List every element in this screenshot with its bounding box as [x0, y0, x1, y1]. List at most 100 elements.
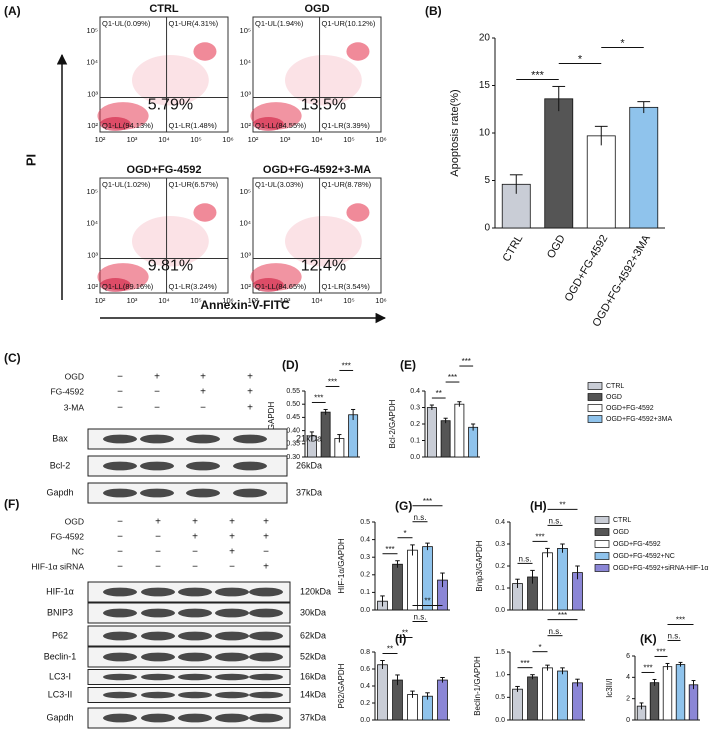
- x-tick-label: 10⁴: [158, 135, 170, 144]
- significance-label: *: [620, 37, 625, 49]
- bar: [586, 135, 616, 229]
- y-tick-label: 0.5: [360, 519, 370, 526]
- bar: [557, 548, 568, 611]
- significance-label: n.s.: [668, 632, 681, 641]
- significance-label: **: [402, 629, 408, 638]
- x-tick-label: 10⁴: [311, 296, 323, 305]
- x-tick-label: 10³: [127, 296, 138, 305]
- condition-label: 3-MA: [64, 402, 85, 412]
- legend-label: CTRL: [606, 383, 624, 390]
- blot-band: [215, 673, 249, 681]
- bar: [572, 682, 583, 721]
- x-tick-label: 10⁴: [158, 296, 170, 305]
- condition-sign: −: [192, 562, 198, 573]
- band-size: 62kDa: [300, 630, 326, 640]
- y-axis-label: HIF-1α/GAPDH: [337, 538, 346, 594]
- bar: [629, 106, 659, 229]
- x-tick-label: 10²: [248, 135, 259, 144]
- apoptosis-total: 13.5%: [301, 97, 346, 114]
- x-tick-label: 10³: [280, 135, 291, 144]
- x-tick-label: 10⁵: [190, 135, 201, 144]
- blot-band: [103, 691, 137, 699]
- legend-swatch: [587, 382, 603, 390]
- y-tick-label: 10⁴: [86, 219, 98, 228]
- y-tick-label: 10³: [240, 250, 251, 259]
- quadrant-label: Q1-LL(89.16%): [102, 282, 154, 291]
- condition-label: NC: [72, 546, 84, 556]
- y-tick-label: 0.0: [410, 454, 420, 461]
- blot-band: [103, 652, 137, 662]
- band-name: Gapdh: [46, 712, 73, 722]
- blot-band: [186, 434, 220, 444]
- condition-sign: −: [154, 387, 160, 398]
- y-tick-label: 0.4: [360, 683, 370, 690]
- cell-cloud: [346, 42, 370, 61]
- quadrant-label: Q1-LR(3.54%): [322, 282, 371, 291]
- y-tick-label: 4: [626, 674, 630, 681]
- significance-label: n.s.: [549, 517, 562, 526]
- legend-label: OGD+FG-4592+3MA: [606, 416, 672, 423]
- bar: [512, 688, 523, 721]
- quadrant-label: Q1-LR(1.48%): [169, 121, 218, 130]
- y-axis-label: Bax/GAPDH: [267, 402, 276, 447]
- y-tick-label: 10³: [240, 89, 251, 98]
- blot-band: [141, 691, 175, 699]
- condition-sign: +: [200, 372, 206, 383]
- blot-band: [141, 608, 175, 618]
- y-axis-label: lc3II/I: [605, 678, 614, 697]
- condition-sign: +: [263, 517, 269, 528]
- bar: [688, 684, 699, 721]
- legend-label: OGD+FG-4592+NC: [613, 553, 675, 560]
- band-name: LC3-II: [48, 689, 73, 699]
- condition-sign: +: [229, 532, 235, 543]
- blot-band: [178, 713, 212, 723]
- band-size: 26kDa: [296, 460, 322, 470]
- x-tick-label: 10²: [95, 296, 106, 305]
- blot-band: [103, 631, 137, 641]
- bar: [426, 407, 437, 458]
- bar: [557, 670, 568, 721]
- significance-label: ***: [462, 357, 471, 366]
- significance-label: ***: [676, 616, 685, 625]
- legend-label: OGD: [613, 529, 629, 536]
- blot-band: [249, 587, 283, 597]
- y-tick-label: 10³: [87, 89, 98, 98]
- legend-swatch: [594, 540, 610, 548]
- blot-band: [141, 587, 175, 597]
- blot-band: [103, 587, 137, 597]
- band-name: P62: [52, 630, 68, 640]
- quadrant-label: Q1-UR(10.12%): [322, 19, 376, 28]
- cell-cloud: [346, 203, 370, 222]
- cell-cloud: [252, 278, 284, 292]
- blot-band: [215, 713, 249, 723]
- blot-band: [178, 691, 212, 699]
- bar: [320, 411, 331, 458]
- band-name: LC3-I: [49, 671, 71, 681]
- condition-label: HIF-1α siRNA: [31, 561, 84, 571]
- apoptosis-total: 9.81%: [148, 258, 193, 275]
- significance-label: ***: [328, 378, 337, 387]
- legend-label: OGD+FG-4592: [606, 405, 654, 412]
- y-tick-label: 10⁵: [240, 187, 251, 196]
- condition-sign: +: [247, 387, 253, 398]
- y-tick-label: 10²: [240, 282, 251, 291]
- band-size: 14kDa: [300, 689, 326, 699]
- x-tick-label: 10⁵: [190, 296, 201, 305]
- panel-label: (H): [530, 499, 547, 513]
- significance-label: *: [403, 529, 406, 538]
- panel-label: (K): [640, 632, 657, 646]
- x-tick-label: 10⁴: [311, 135, 323, 144]
- blot-band: [140, 461, 174, 471]
- blot-band: [215, 691, 249, 699]
- x-tick-label: 10²: [95, 135, 106, 144]
- y-tick-label: 0.0: [495, 607, 505, 614]
- legend-label: OGD+FG-4592: [613, 541, 661, 548]
- legend-label: OGD+FG-4592+siRNA-HIF-1α: [613, 565, 708, 572]
- blot-band: [215, 608, 249, 618]
- panel-label: (I): [395, 632, 406, 646]
- y-tick-label: 0.0: [360, 607, 370, 614]
- bar: [542, 667, 553, 721]
- y-tick-label: 10⁴: [86, 58, 98, 67]
- significance-label: ***: [314, 394, 323, 403]
- significance-label: n.s.: [414, 513, 427, 522]
